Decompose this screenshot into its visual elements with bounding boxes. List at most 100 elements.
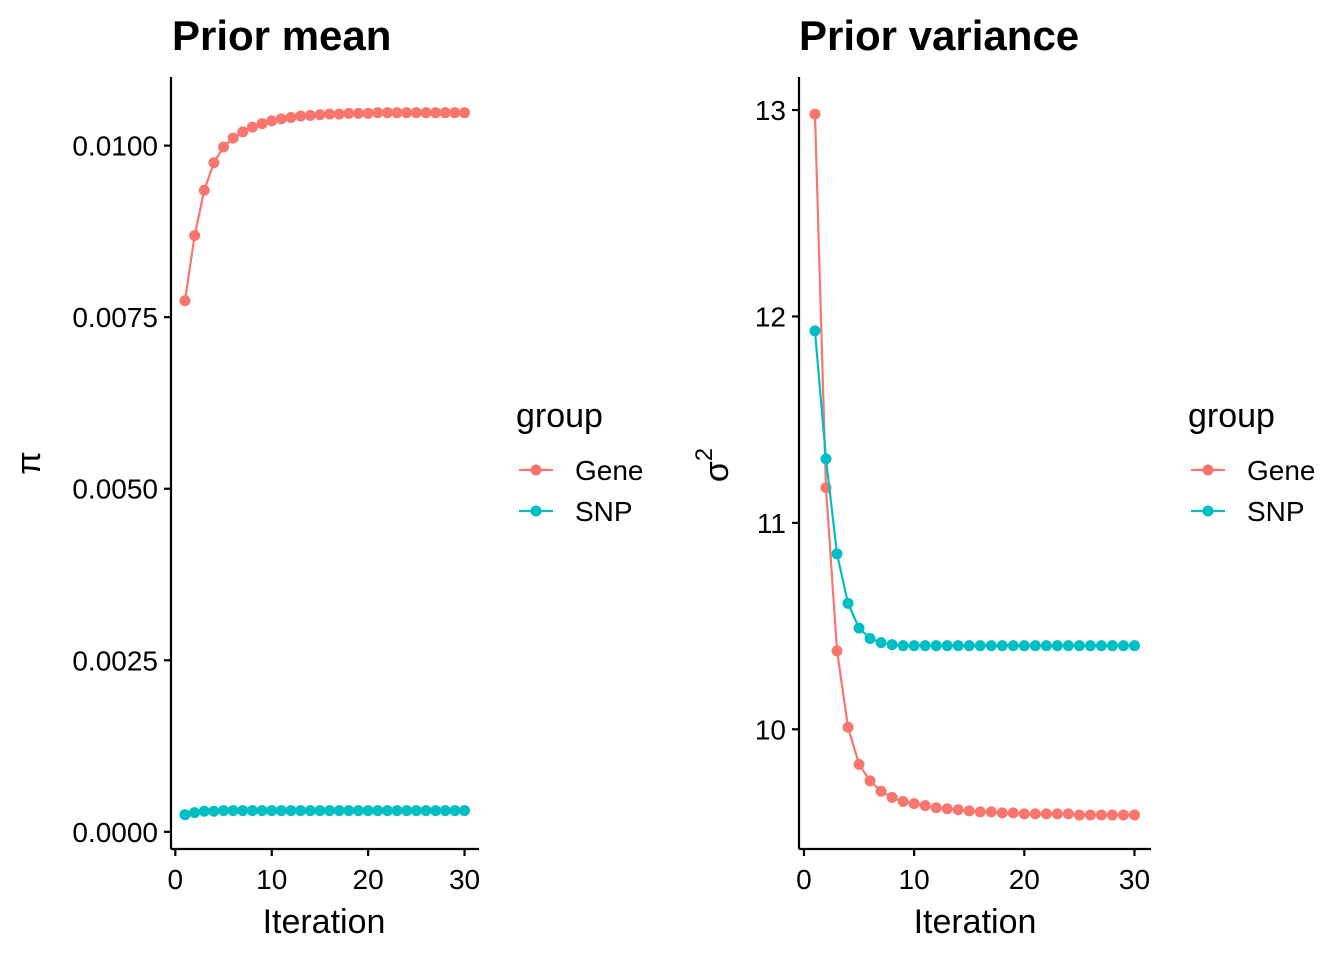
data-point-snp [439, 805, 451, 817]
x-tick-label: 20 [1009, 864, 1040, 895]
data-point-gene [1073, 809, 1085, 821]
data-point-snp [295, 805, 307, 817]
data-point-snp [919, 640, 931, 652]
data-point-snp [820, 453, 832, 465]
data-point-gene [198, 184, 210, 196]
data-point-snp [256, 805, 268, 817]
data-point-gene [391, 107, 403, 119]
data-point-gene [1106, 809, 1118, 821]
data-point-gene [1062, 808, 1074, 820]
legend-key-snp-point [530, 505, 542, 517]
data-point-gene [1117, 809, 1129, 821]
legend-label-gene: Gene [575, 455, 644, 486]
plot-area-prior-mean: 0 10 20 30 0.0000 0.0025 0.0050 0.0075 0.0100 [72, 77, 480, 895]
data-point-snp [391, 805, 403, 817]
data-point-gene [1029, 808, 1041, 820]
legend-prior-variance: group Gene SNP [1188, 397, 1316, 527]
data-point-snp [985, 640, 997, 652]
data-point-gene [1128, 809, 1140, 821]
data-point-snp [930, 640, 942, 652]
data-point-gene [333, 108, 345, 120]
data-point-snp [275, 805, 287, 817]
data-point-gene [974, 806, 986, 818]
series-line-gene [183, 111, 465, 301]
data-point-snp [952, 640, 964, 652]
data-point-gene [430, 107, 442, 119]
data-point-snp [372, 805, 384, 817]
data-point-gene [401, 107, 413, 119]
chart-title: Prior variance [799, 12, 1079, 59]
data-point-gene [449, 107, 461, 119]
data-point-snp [1106, 640, 1118, 652]
data-point-snp [1007, 640, 1019, 652]
legend-title: group [516, 397, 603, 435]
data-point-snp [974, 640, 986, 652]
data-point-gene [897, 796, 909, 808]
plot-area-prior-variance: 0 10 20 30 10 11 12 13 [755, 77, 1151, 895]
series-line-snp [813, 330, 1135, 647]
data-point-snp [227, 805, 239, 817]
data-point-gene [256, 118, 268, 130]
x-tick-label: 0 [168, 864, 184, 895]
data-point-gene [362, 107, 374, 119]
y-axis-label: σ2 [691, 448, 736, 482]
data-point-gene [952, 804, 964, 816]
data-point-gene [864, 775, 876, 787]
data-point-snp [842, 597, 854, 609]
y-axis-label: π [10, 451, 48, 474]
data-point-gene [875, 785, 887, 797]
data-point-snp [1084, 640, 1096, 652]
data-point-gene [189, 230, 201, 242]
data-point-snp [1117, 640, 1129, 652]
data-point-gene [1007, 807, 1019, 819]
legend-item-gene: Gene [519, 455, 644, 486]
y-tick-label: 11 [757, 508, 786, 539]
data-point-gene [266, 115, 278, 127]
x-tick-label: 0 [796, 864, 812, 895]
data-point-snp [333, 805, 345, 817]
y-tick-label: 0.0075 [72, 302, 158, 333]
chart-title: Prior mean [172, 12, 391, 59]
data-point-snp [886, 639, 898, 651]
data-point-snp [864, 632, 876, 644]
data-point-snp [324, 805, 336, 817]
data-point-gene [1095, 809, 1107, 821]
data-point-snp [1095, 640, 1107, 652]
data-point-gene [1084, 809, 1096, 821]
x-tick-label: 20 [353, 864, 384, 895]
x-tick-label: 30 [1119, 864, 1150, 895]
y-tick-label: 12 [755, 301, 786, 332]
data-point-snp [1029, 640, 1041, 652]
data-point-gene [1051, 808, 1063, 820]
data-point-snp [285, 805, 297, 817]
x-tick-label: 10 [899, 864, 930, 895]
data-point-gene [314, 109, 326, 121]
x-axis-label: Iteration [914, 903, 1037, 941]
data-point-gene [842, 721, 854, 733]
data-point-gene [304, 109, 316, 121]
data-point-snp [420, 805, 432, 817]
data-point-snp [897, 640, 909, 652]
svg-text:σ2: σ2 [691, 448, 736, 482]
data-point-snp [963, 640, 975, 652]
data-point-gene [352, 107, 364, 119]
data-point-gene [1018, 808, 1030, 820]
data-point-gene [459, 107, 471, 119]
data-point-gene [410, 107, 422, 119]
data-point-snp [179, 809, 191, 821]
data-point-gene [439, 107, 451, 119]
legend-item-gene: Gene [1191, 455, 1316, 486]
data-point-snp [996, 640, 1008, 652]
y-axis-label-superscript: 2 [691, 448, 718, 461]
data-point-gene [324, 108, 336, 120]
legend-prior-mean: group Gene SNP [516, 397, 644, 527]
data-point-snp [908, 640, 920, 652]
data-point-gene [381, 107, 393, 119]
data-point-gene [295, 110, 307, 122]
data-point-gene [218, 141, 230, 153]
data-point-gene [930, 802, 942, 814]
data-point-gene [919, 800, 931, 812]
legend-key-gene-point [530, 464, 542, 476]
data-point-snp [853, 622, 865, 634]
